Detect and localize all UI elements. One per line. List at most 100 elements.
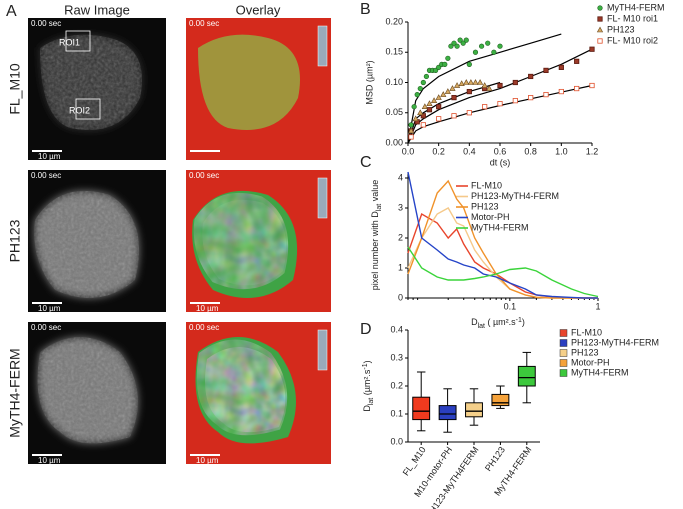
x-tick-label: 1.2 — [586, 146, 599, 156]
fit-line — [407, 33, 562, 144]
legend-label: MyTH4-FERM — [571, 367, 629, 377]
legend-marker — [597, 16, 603, 22]
y-tick-label: 0.20 — [385, 16, 403, 26]
label-part: ( µm².s — [485, 317, 516, 327]
point — [543, 92, 549, 98]
point — [476, 79, 484, 85]
box — [412, 396, 431, 421]
point — [454, 43, 460, 49]
point — [420, 122, 426, 128]
x-tick-label: 0.1 — [504, 301, 517, 311]
y-tick-label: 3 — [398, 202, 403, 212]
x-tick-label: 1 — [595, 301, 600, 311]
legend-marker — [597, 5, 603, 11]
row-label: MyTH4-FERM — [7, 348, 23, 437]
point — [491, 49, 497, 55]
label-part: pixel number with D — [370, 211, 380, 291]
panel-letter: A — [6, 3, 17, 20]
colorbar — [317, 177, 328, 219]
point — [466, 88, 472, 95]
point — [543, 67, 549, 73]
point — [426, 100, 433, 106]
overlay-cell — [198, 34, 300, 130]
column-header: Raw Image — [64, 2, 130, 17]
point — [408, 134, 414, 140]
roi-box — [75, 98, 101, 120]
legend-label: FL- M10 roi1 — [607, 13, 658, 23]
point — [472, 49, 479, 55]
point — [528, 73, 534, 80]
legend-marker — [596, 26, 604, 33]
box — [438, 405, 457, 421]
row-label: PH123 — [7, 219, 23, 262]
overlay-peak — [202, 199, 287, 286]
point — [451, 95, 457, 101]
box — [517, 365, 536, 387]
label-part: lat — [376, 204, 383, 211]
legend-marker — [597, 38, 603, 44]
y-tick-label: 0.00 — [385, 137, 403, 147]
y-axis-label: MSD (µm²) — [364, 60, 374, 104]
point — [497, 101, 503, 107]
point — [423, 73, 430, 80]
roi-label: ROI1 — [59, 37, 80, 47]
fit-line — [407, 84, 593, 144]
point — [485, 40, 491, 46]
timestamp: 0.00 sec — [31, 19, 61, 28]
point — [497, 43, 503, 49]
x-tick-label: 0.8 — [524, 146, 537, 156]
point — [411, 104, 417, 110]
y-tick-label: 0.2 — [390, 380, 403, 390]
roi-label: ROI2 — [69, 105, 90, 115]
point — [512, 79, 518, 86]
point — [430, 97, 438, 103]
point — [467, 79, 474, 85]
label-part: lat — [368, 398, 375, 405]
overlay-peak — [205, 347, 286, 433]
point — [417, 109, 424, 116]
y-tick-label: 0 — [398, 292, 403, 302]
legend-label: PH123-MyTH4-FERM — [471, 191, 559, 201]
point — [482, 104, 488, 110]
y-tick-label: 0.3 — [390, 352, 403, 362]
point — [445, 55, 451, 61]
point — [460, 40, 466, 46]
x-tick-label: 0.6 — [494, 146, 507, 156]
legend-swatch — [559, 339, 568, 347]
scale-label: 10 µm — [38, 304, 61, 313]
x-axis-label: dt (s) — [490, 157, 511, 167]
point — [463, 37, 469, 43]
legend-label: Motor-PH — [471, 212, 510, 222]
point — [479, 43, 485, 49]
column-header: Overlay — [236, 2, 281, 17]
y-axis-label: pixel number with Dlat value — [370, 180, 382, 290]
label-part: D — [471, 317, 478, 327]
y-tick-label: 1 — [398, 262, 403, 272]
x-axis-label: Dlat ( µm².s-1) — [471, 317, 525, 330]
label-part: (µm².s — [362, 369, 372, 398]
point — [574, 58, 580, 64]
point — [421, 103, 428, 109]
point — [463, 79, 470, 85]
point — [497, 82, 503, 89]
scale-label: 10 µm — [196, 456, 219, 465]
point — [408, 122, 414, 128]
label-part: D — [362, 405, 372, 412]
panel-letter: C — [360, 154, 372, 171]
box — [491, 393, 510, 407]
x-tick-label: FL_M10 — [401, 445, 428, 478]
label-part: ) — [362, 360, 372, 363]
point — [420, 113, 426, 119]
point — [451, 40, 457, 46]
point — [451, 113, 457, 119]
y-tick-label: 0.05 — [385, 107, 403, 117]
panel-letter: D — [360, 321, 372, 338]
legend-label: MyTH4-FERM — [471, 222, 529, 232]
y-tick-label: 2 — [398, 232, 403, 242]
point — [449, 85, 456, 91]
point — [420, 79, 426, 86]
x-tick-label: 0.2 — [432, 146, 445, 156]
legend-label: PH123 — [471, 201, 499, 211]
box — [465, 402, 483, 418]
